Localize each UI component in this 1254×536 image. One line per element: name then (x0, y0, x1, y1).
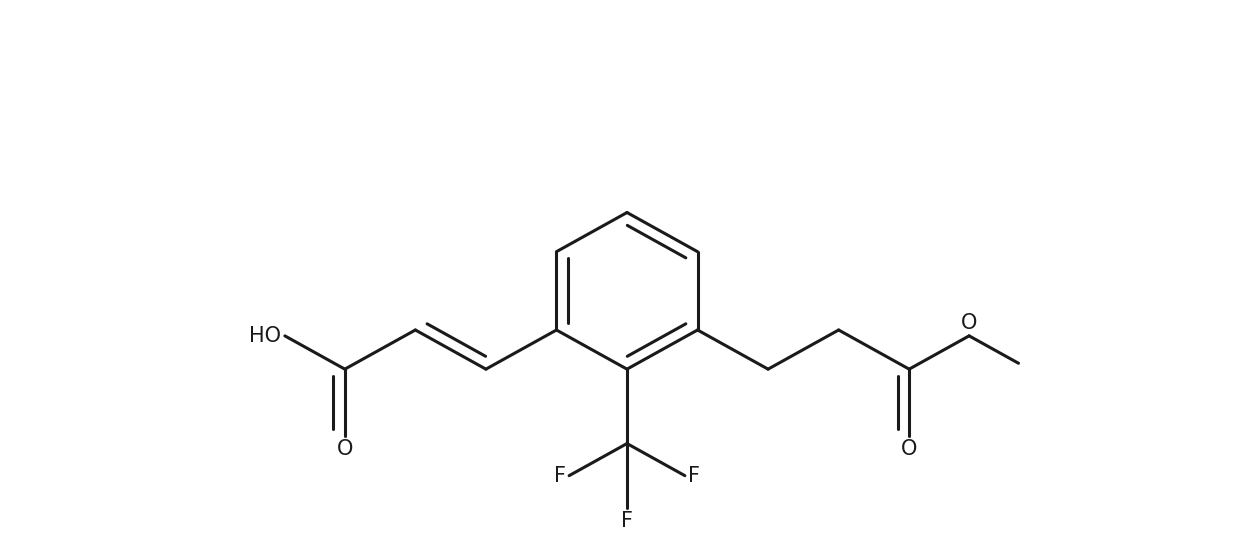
Text: O: O (336, 439, 354, 459)
Text: F: F (554, 466, 566, 486)
Text: F: F (621, 511, 633, 531)
Text: HO: HO (248, 326, 281, 346)
Text: O: O (961, 313, 977, 333)
Text: O: O (900, 439, 918, 459)
Text: F: F (688, 466, 700, 486)
